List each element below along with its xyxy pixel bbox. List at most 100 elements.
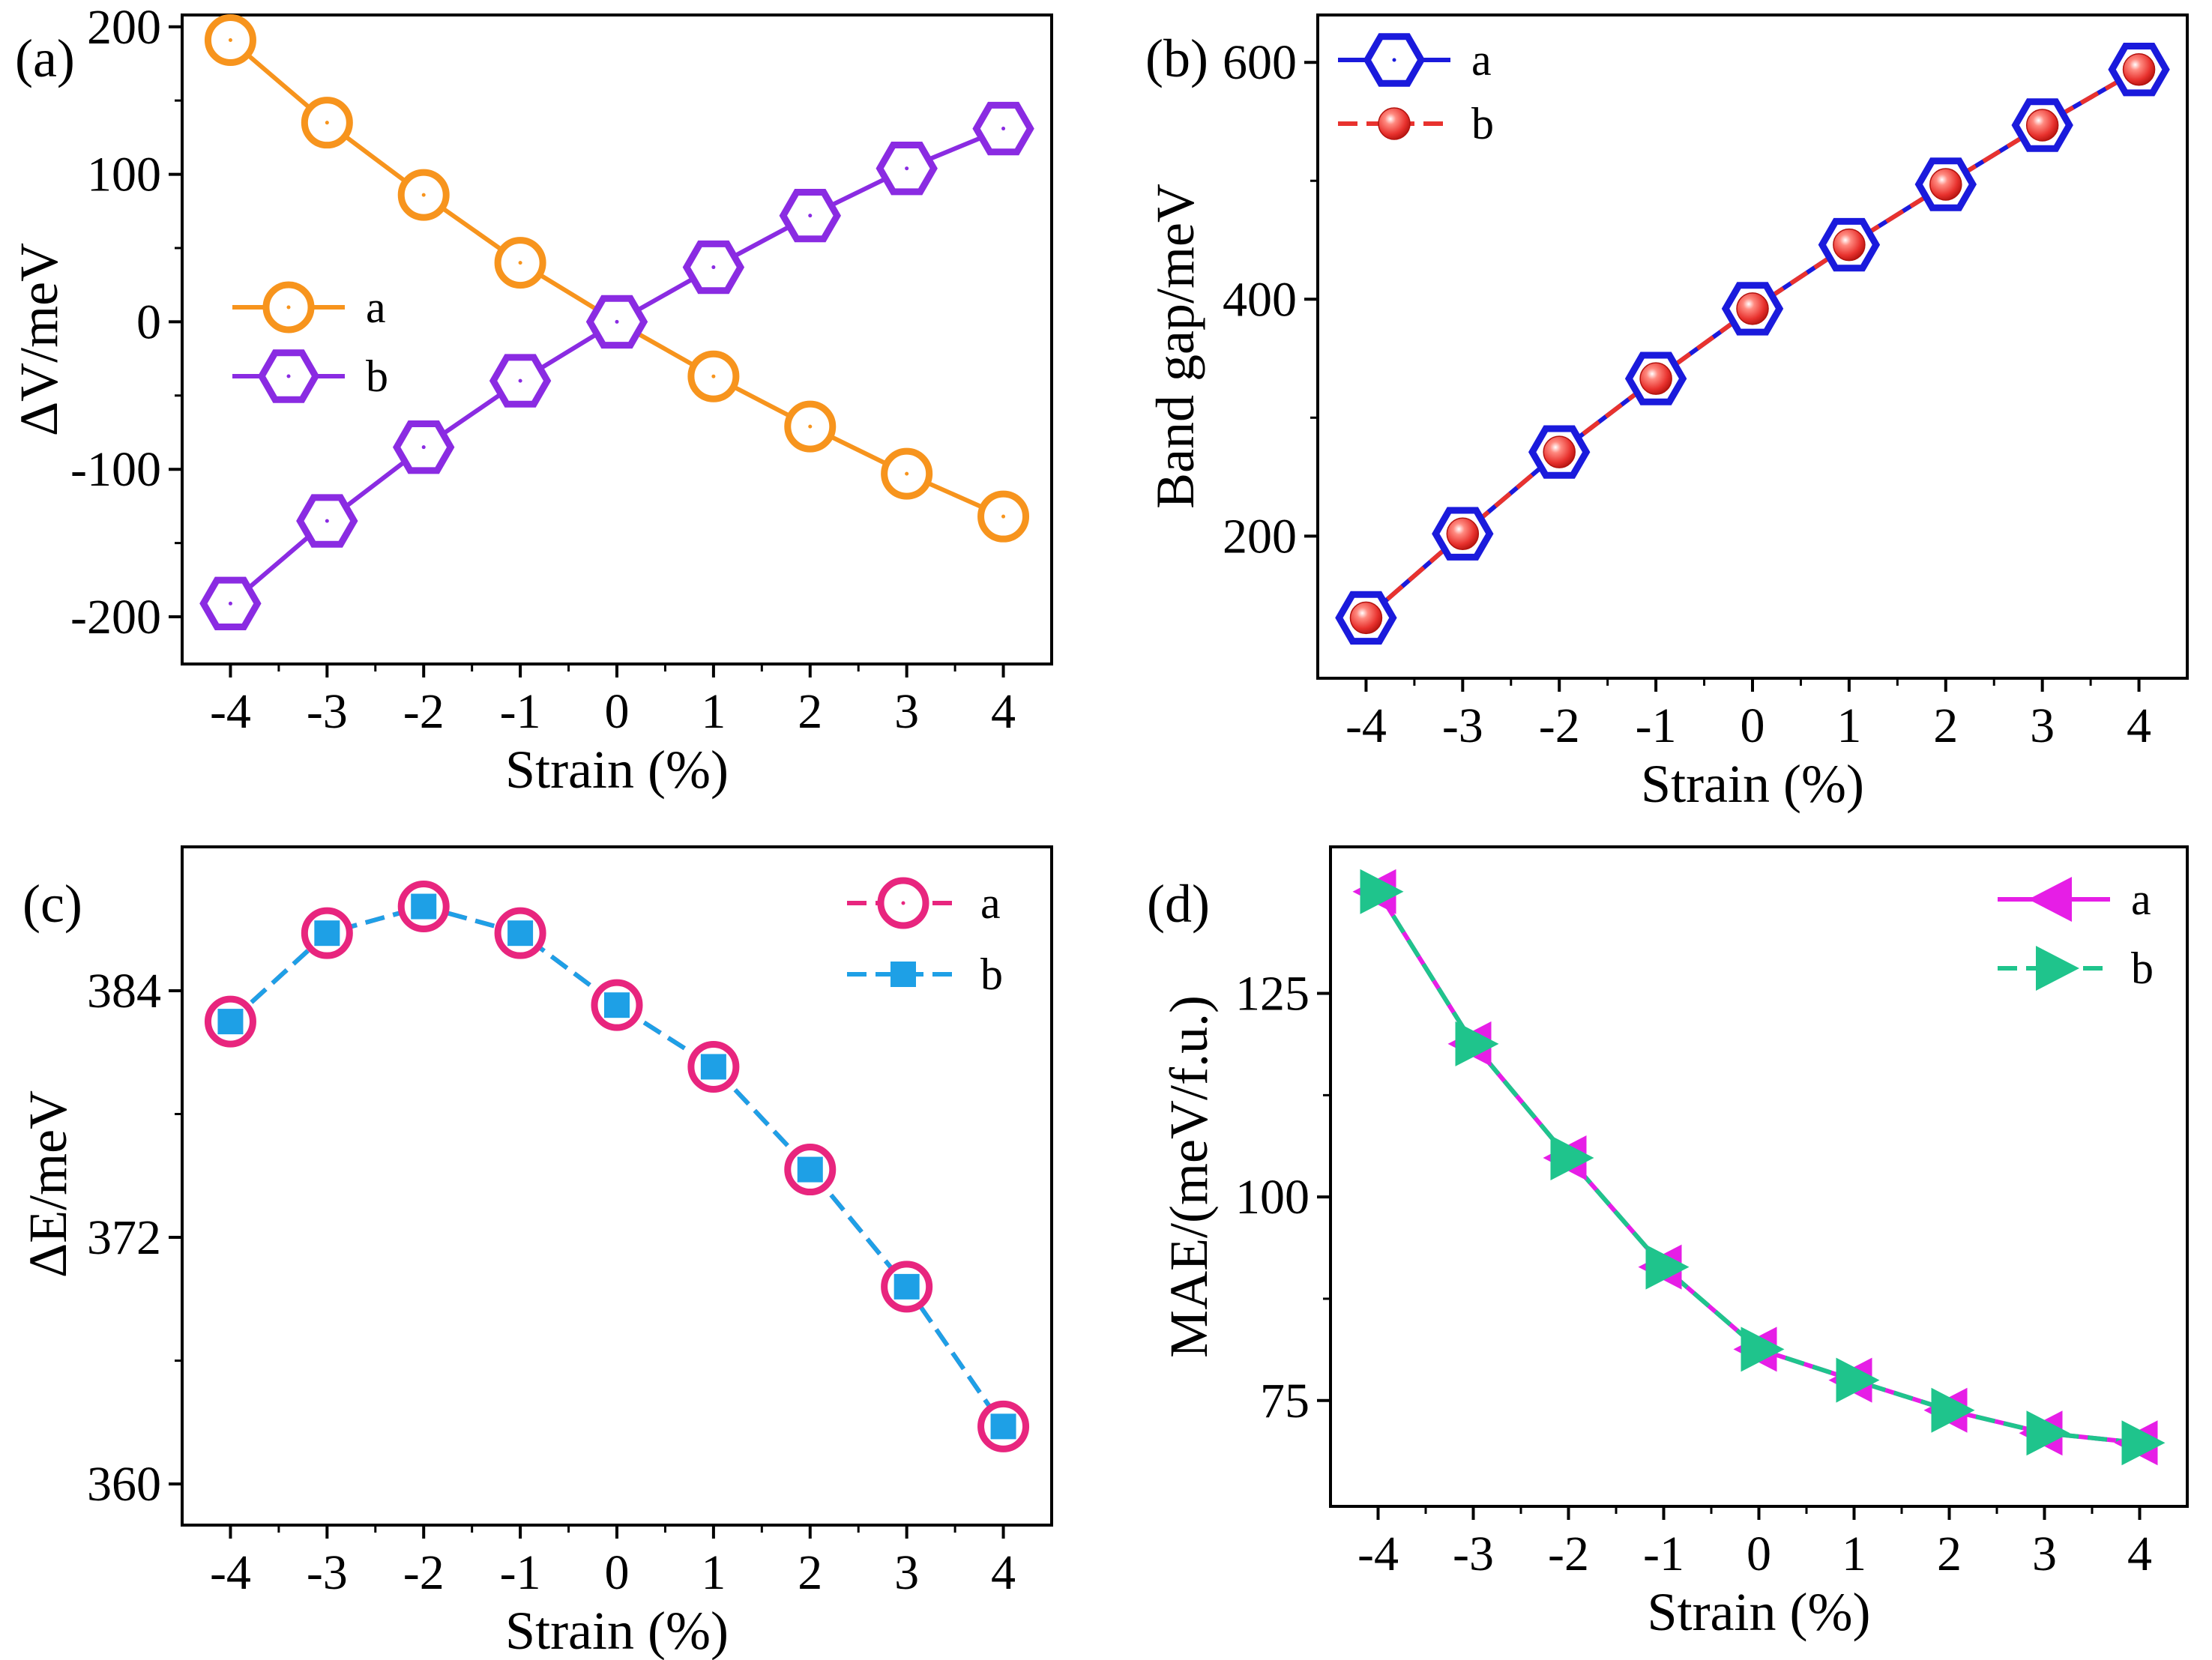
data-point-b	[1741, 1327, 1785, 1372]
data-point-b-dot	[905, 166, 909, 171]
data-point-b	[1550, 1135, 1594, 1181]
data-point-a-dot	[905, 471, 909, 476]
y-tick-label: 360	[87, 1457, 161, 1512]
x-tick-label: -3	[307, 684, 348, 739]
data-point-b-dot	[325, 519, 329, 523]
data-point-b	[2025, 109, 2059, 142]
x-axis-title: Strain (%)	[505, 740, 729, 800]
data-point-b	[507, 920, 534, 947]
data-point-b	[2121, 1420, 2166, 1466]
panel-label: (d)	[1147, 874, 1210, 934]
x-tick-label: 2	[1937, 1527, 1962, 1581]
y-tick-label: -100	[70, 442, 161, 497]
plot-frame	[1329, 845, 2189, 1508]
x-tick-label: 0	[605, 684, 630, 739]
x-tick-label: -3	[1453, 1527, 1494, 1581]
panel-b: -4 -3 -2 -1 0 1 2 3 4 200 400 600 Strain (%) Band gap…	[1145, 13, 2189, 814]
x-tick-label: -1	[500, 684, 541, 739]
data-point-b-dot	[228, 601, 232, 606]
data-point-b	[1836, 1357, 1880, 1403]
y-tick-label: -200	[70, 590, 161, 645]
data-point-b	[1645, 1244, 1690, 1290]
y-tick-label: 125	[1235, 967, 1310, 1021]
data-point-b-dot	[1001, 127, 1006, 131]
data-point-b-dot	[518, 378, 522, 383]
legend-label-b: b	[1471, 99, 1494, 148]
x-tick-label: 3	[2030, 698, 2055, 753]
data-point-a-dot	[421, 193, 426, 197]
y-tick-label: 600	[1223, 35, 1297, 90]
legend-label-b: b	[980, 950, 1003, 999]
x-tick-label: 1	[701, 1545, 726, 1600]
panel-c: -4 -3 -2 -1 0 1 2 3 4 360 372 384 Strain (%) ΔE/meV (c…	[18, 845, 1053, 1660]
x-tick-label: 3	[2032, 1527, 2057, 1581]
x-tick-label: -3	[307, 1545, 348, 1600]
data-point-b	[1833, 228, 1866, 262]
legend-label-a: a	[366, 283, 386, 332]
data-point-b	[604, 992, 630, 1018]
x-tick-label: 3	[894, 684, 919, 739]
y-tick-label: 200	[1223, 509, 1297, 564]
x-tick-label: -3	[1442, 698, 1483, 753]
panel-label: (c)	[22, 874, 82, 934]
x-axis-title: Strain (%)	[1648, 1582, 1871, 1642]
x-axis-title: Strain (%)	[505, 1601, 729, 1660]
x-tick-label: -2	[1539, 698, 1580, 753]
legend-label-a: a	[980, 878, 1001, 928]
data-point-b	[797, 1156, 823, 1183]
x-tick-label: 4	[2127, 1527, 2152, 1581]
panel-a: -4 -3 -2 -1 0 1 2 3 4 -200 -100 0 100 200 Strain (%) ΔV…	[9, 0, 1053, 800]
x-tick-label: 3	[894, 1545, 919, 1600]
legend-marker-b	[2036, 946, 2079, 991]
legend-label-b: b	[366, 351, 388, 401]
data-point-b	[1736, 292, 1769, 325]
panel-d: -4 -3 -2 -1 0 1 2 3 4 75 100 125 Strain (%) MAE/(meV/…	[1147, 845, 2189, 1642]
data-point-a-dot	[711, 374, 716, 378]
data-point-b	[1639, 362, 1672, 395]
data-point-b	[314, 920, 340, 947]
x-tick-label: -4	[210, 684, 251, 739]
legend-label-b: b	[2131, 944, 2154, 993]
y-tick-label: 100	[87, 148, 161, 202]
data-point-b	[1446, 517, 1480, 550]
y-axis-title: MAE/(meV/f.u.)	[1159, 995, 1219, 1358]
legend-marker-b	[1378, 107, 1411, 140]
x-tick-label: 4	[2127, 698, 2151, 753]
x-tick-label: 4	[991, 684, 1016, 739]
legend-label-a: a	[2131, 875, 2151, 924]
data-point-b	[1931, 1387, 1975, 1433]
legend-marker-a	[2028, 877, 2072, 922]
legend-marker-a-dot	[1392, 58, 1396, 62]
x-tick-label: -4	[1345, 698, 1387, 753]
y-axis-title: ΔE/meV	[18, 1090, 78, 1278]
y-tick-label: 100	[1235, 1170, 1310, 1225]
legend-marker-a-dot	[286, 305, 291, 310]
data-point-b	[1929, 168, 1962, 201]
data-point-b	[1360, 869, 1404, 914]
data-point-b	[2026, 1410, 2070, 1456]
data-point-b-dot	[421, 445, 426, 450]
data-point-b	[1455, 1021, 1499, 1066]
data-point-b-dot	[711, 265, 716, 270]
x-tick-label: 1	[1836, 698, 1861, 753]
x-tick-label: -2	[1548, 1527, 1589, 1581]
legend-marker-b	[890, 962, 916, 987]
y-tick-label: 372	[87, 1210, 161, 1265]
x-tick-label: -4	[210, 1545, 251, 1600]
x-tick-label: -1	[500, 1545, 541, 1600]
data-point-b	[1543, 435, 1576, 468]
x-tick-label: 0	[605, 1545, 630, 1600]
data-point-b-dot	[615, 319, 619, 324]
x-tick-label: 0	[1741, 698, 1765, 753]
data-point-b	[411, 893, 437, 920]
y-tick-label: 200	[87, 0, 161, 55]
x-tick-label: -1	[1636, 698, 1677, 753]
x-tick-label: 4	[991, 1545, 1016, 1600]
data-point-a-dot	[325, 121, 329, 125]
x-tick-label: 2	[1933, 698, 1958, 753]
x-tick-label: -1	[1643, 1527, 1684, 1581]
x-tick-label: 2	[798, 684, 822, 739]
data-point-b	[990, 1413, 1016, 1440]
data-point-a-dot	[228, 37, 232, 42]
